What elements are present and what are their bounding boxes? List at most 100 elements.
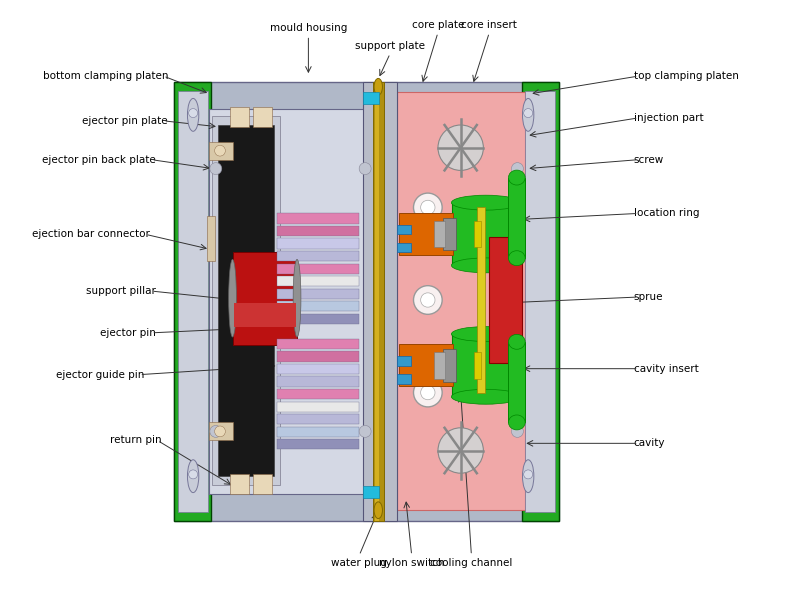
Bar [277,226,359,236]
Ellipse shape [187,98,198,131]
Bar [253,474,272,494]
Bar [277,339,359,349]
Ellipse shape [374,79,382,95]
Bar [397,356,411,365]
Circle shape [414,193,442,222]
Bar [212,116,280,485]
Bar [174,82,211,521]
Bar [397,242,411,252]
Circle shape [438,428,483,473]
Bar [399,213,453,254]
Text: bottom clamping platen: bottom clamping platen [42,71,168,81]
Bar [525,91,555,512]
Bar [230,474,249,494]
Bar [277,314,359,324]
Ellipse shape [509,415,525,430]
Bar [234,303,296,327]
Bar [277,352,359,362]
Circle shape [438,125,483,170]
Bar [277,364,359,374]
Ellipse shape [374,502,382,518]
Bar [277,376,359,386]
Text: ejector pin plate: ejector pin plate [82,116,168,126]
Bar [374,82,379,521]
Circle shape [421,293,435,307]
Text: injection part: injection part [634,113,703,123]
Bar [434,352,445,379]
Ellipse shape [229,259,237,337]
Text: ejector pin: ejector pin [100,328,156,338]
Circle shape [511,425,523,437]
Circle shape [210,163,222,175]
Text: sprue: sprue [634,292,663,302]
Bar [230,107,249,127]
Text: ejection bar connector: ejection bar connector [32,229,150,239]
Bar [174,82,559,521]
Bar [277,414,359,424]
Text: support pillar: support pillar [86,286,156,296]
Bar [362,92,379,104]
Bar [397,92,525,510]
Text: cavity insert: cavity insert [634,364,698,374]
Text: support plate: support plate [355,41,426,51]
Bar [509,178,525,258]
Circle shape [421,200,435,215]
Bar [397,225,411,235]
Ellipse shape [522,98,534,131]
Bar [277,439,359,449]
Bar [277,401,359,412]
Circle shape [359,425,371,437]
Text: cooling channel: cooling channel [430,558,513,568]
Circle shape [210,425,222,437]
Ellipse shape [451,195,520,210]
Text: ejector guide pin: ejector guide pin [56,370,144,380]
Bar [478,208,485,392]
Text: ejector pin back plate: ejector pin back plate [42,155,156,164]
Text: core insert: core insert [462,20,518,30]
Text: cavity: cavity [634,439,666,448]
Bar [474,221,481,247]
Bar [277,238,359,248]
Ellipse shape [187,460,198,493]
Bar [522,82,559,521]
Text: core plate: core plate [412,20,464,30]
Bar [442,349,456,382]
Bar [277,289,359,299]
Ellipse shape [509,251,525,266]
Ellipse shape [524,470,533,479]
Bar [277,251,359,261]
Bar [277,263,359,274]
Bar [209,142,233,160]
Text: return pin: return pin [110,436,162,445]
Bar [399,344,453,386]
Bar [207,217,214,261]
Bar [178,91,208,512]
Text: water plug: water plug [331,558,387,568]
Ellipse shape [509,170,525,185]
Bar [233,252,297,345]
Circle shape [214,145,226,156]
Bar [397,374,411,383]
Bar [442,218,456,250]
Bar [490,237,522,363]
Ellipse shape [189,109,198,118]
Bar [277,427,359,437]
Bar [474,352,481,379]
Bar [277,214,359,224]
Circle shape [214,426,226,437]
Bar [373,82,384,521]
Bar [452,334,521,397]
Bar [209,422,233,440]
Circle shape [414,378,442,407]
Ellipse shape [451,389,520,404]
Bar [253,107,272,127]
Circle shape [421,385,435,400]
Bar [452,203,521,265]
Bar [218,125,274,476]
Ellipse shape [189,470,198,479]
Ellipse shape [293,259,301,337]
Ellipse shape [451,326,520,341]
Bar [362,82,398,521]
Ellipse shape [522,460,534,493]
Bar [277,389,359,399]
